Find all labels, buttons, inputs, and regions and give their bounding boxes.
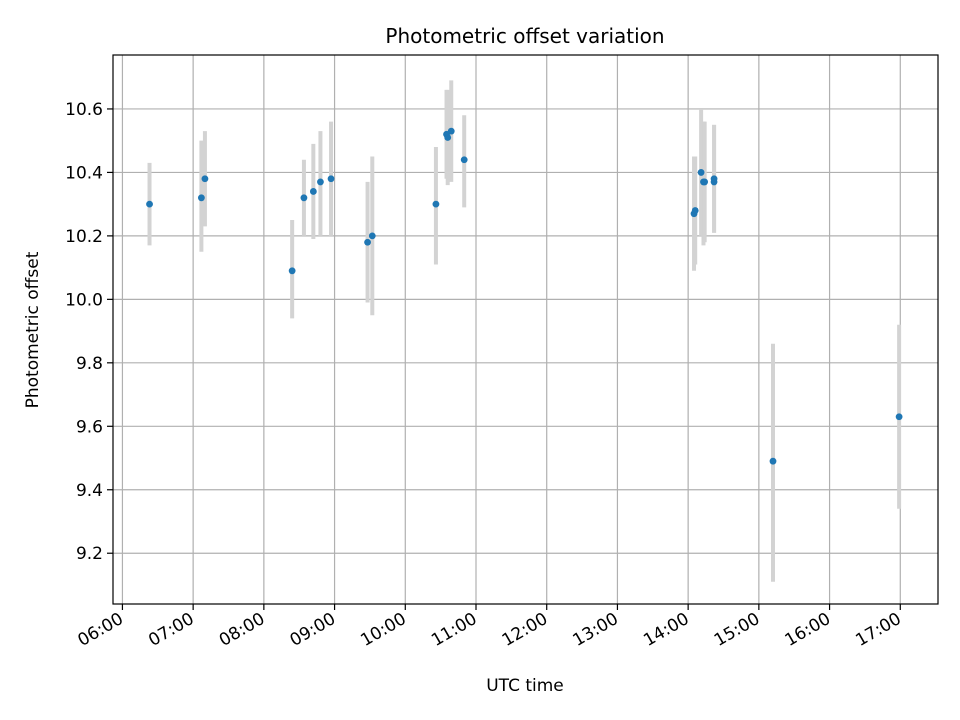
data-points [146, 127, 903, 465]
y-tick-label: 9.8 [76, 354, 103, 374]
data-point [201, 175, 209, 183]
y-axis-ticks: 9.2 9.4 9.6 9.8 10.0 10.2 10.4 10.6 [65, 100, 113, 564]
data-point [327, 175, 335, 183]
data-point [447, 127, 455, 135]
data-point [309, 188, 317, 195]
data-point [197, 194, 205, 202]
y-axis-label: Photometric offset [23, 251, 43, 408]
y-tick-label: 10.4 [65, 163, 103, 183]
y-tick-label: 9.2 [76, 544, 103, 564]
grid [113, 55, 938, 604]
data-point [364, 238, 371, 246]
data-point [317, 178, 324, 186]
data-point [432, 200, 440, 208]
y-tick-label: 9.6 [76, 417, 103, 437]
data-point [701, 178, 709, 186]
data-point [895, 413, 903, 421]
data-point [288, 267, 296, 275]
y-tick-label: 10.0 [65, 290, 103, 310]
data-point [146, 200, 153, 208]
data-point [460, 156, 468, 164]
plot-frame [112, 54, 939, 605]
data-point [697, 169, 705, 176]
data-point [368, 232, 376, 240]
x-axis-label: UTC time [486, 676, 564, 696]
data-point [769, 457, 777, 465]
data-point [444, 134, 452, 141]
chart-title: Photometric offset variation [385, 24, 664, 48]
y-tick-label: 10.2 [65, 227, 103, 247]
data-point [300, 194, 308, 202]
y-tick-label: 10.6 [65, 100, 103, 120]
data-point [710, 178, 718, 186]
y-tick-label: 9.4 [76, 481, 103, 501]
data-point [691, 207, 699, 214]
